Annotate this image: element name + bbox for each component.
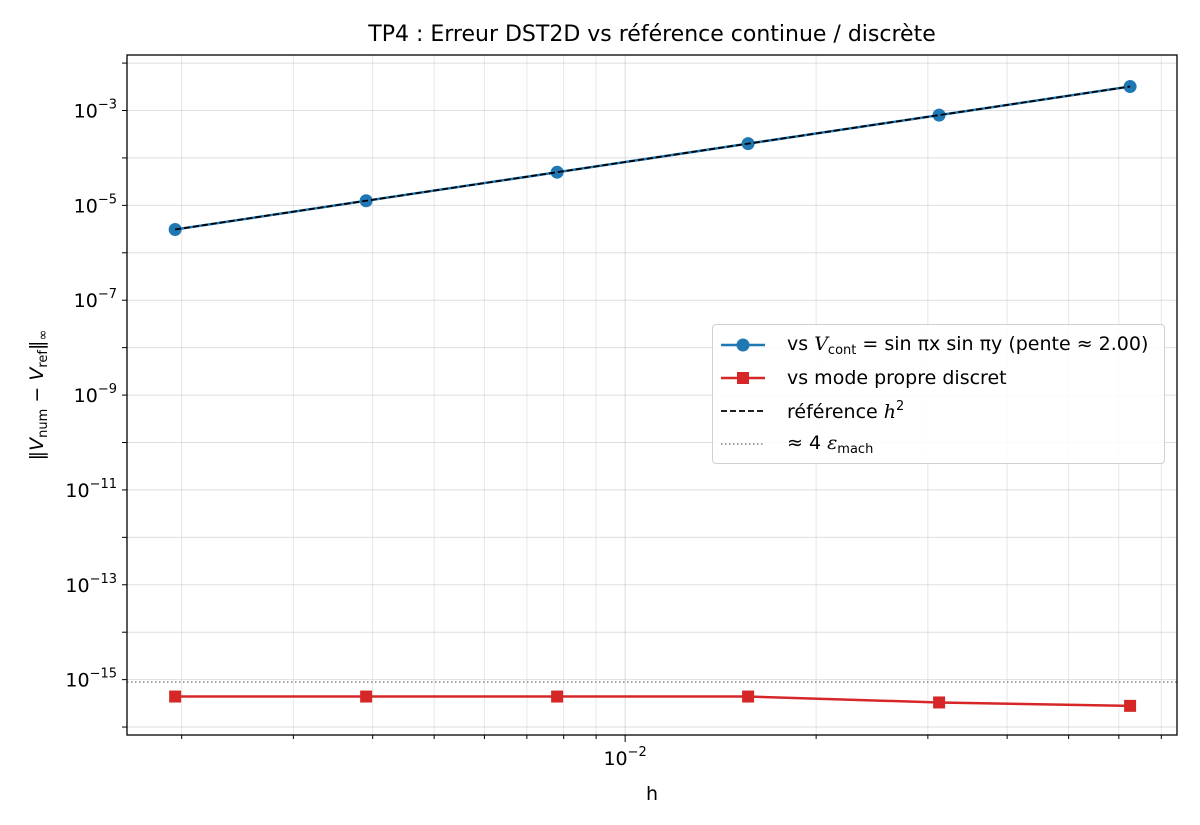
legend-entry-continuous: vs Vcont = sin πx sin πy (pente ≈ 2.00) [713, 330, 1148, 360]
legend-key-red-square [713, 363, 787, 393]
y-tick-label: 10−15 [65, 667, 117, 692]
data-point-continuous [550, 165, 564, 179]
reference-h2-line-overlay [175, 85, 1131, 231]
legend-entry-discrete: vs mode propre discret [713, 363, 1007, 393]
x-tick-label: 10−2 [603, 745, 646, 770]
data-point-discrete [742, 690, 755, 703]
series-discrete-line [175, 695, 1131, 708]
y-tick-label: 10−5 [74, 192, 117, 217]
y-tick-label: 10−11 [65, 477, 117, 502]
plot-marks [127, 80, 1177, 712]
data-point-discrete [933, 696, 946, 709]
svg-text:‖Vnum − Vref‖∞: ‖Vnum − Vref‖∞ [26, 330, 51, 461]
legend: vs Vcont = sin πx sin πy (pente ≈ 2.00) … [712, 324, 1165, 464]
data-point-discrete [1124, 699, 1137, 712]
y-tick-label: 10−7 [74, 287, 117, 312]
legend-entry-reference: référence h2 [713, 396, 904, 426]
data-point-discrete [360, 690, 373, 703]
legend-entry-machine-epsilon: ≈ 4 εmach [713, 429, 873, 459]
y-axis-label: ‖Vnum − Vref‖∞ [26, 330, 51, 461]
legend-key-blue-circle [713, 330, 787, 360]
legend-key-dashed-line [713, 396, 787, 426]
legend-key-dotted-line [713, 429, 787, 459]
y-tick-label: 10−3 [74, 98, 117, 123]
data-point-continuous [932, 108, 946, 122]
data-point-discrete [551, 690, 564, 703]
x-axis-label: h [646, 783, 658, 805]
y-tick-label: 10−9 [74, 382, 117, 407]
chart-title: TP4 : Erreur DST2D vs référence continue… [367, 22, 935, 47]
y-tick-label: 10−13 [65, 572, 117, 597]
data-point-discrete [169, 690, 182, 703]
